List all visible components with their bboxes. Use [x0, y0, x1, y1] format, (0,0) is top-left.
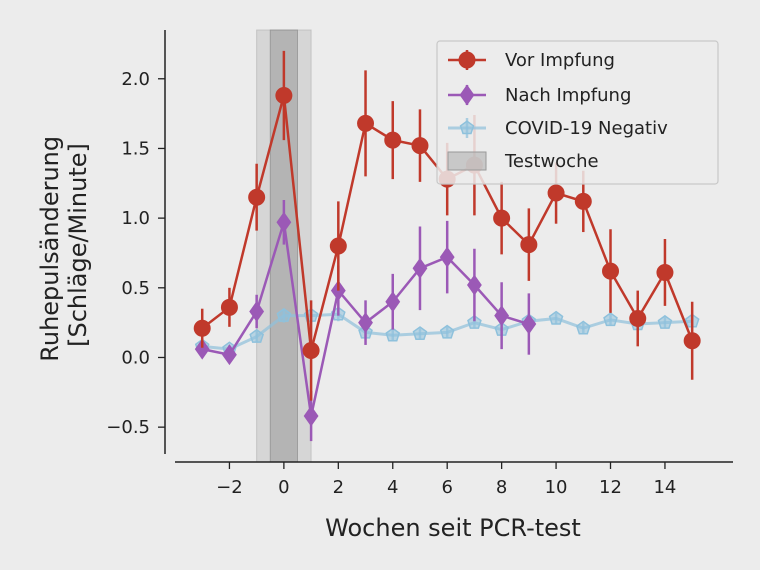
data-point [629, 309, 647, 327]
data-point [494, 305, 510, 327]
data-point [276, 211, 292, 233]
legend-label: COVID-19 Negativ [505, 118, 668, 139]
y-axis-title-line-2: [Schläge/Minute] [64, 143, 92, 347]
axes: −2 0 2 4 6 8 10 12 14 −0.5 0.0 0.5 1.0 1.5 2.0 [106, 30, 733, 498]
data-point [220, 298, 238, 316]
data-point [493, 209, 511, 227]
x-axis-title: Wochen seit PCR-test [325, 514, 581, 542]
data-point [467, 274, 482, 296]
y-axis-title-line-1: Ruhepulsänderung [36, 136, 64, 362]
data-point [439, 324, 455, 339]
data-point [358, 312, 373, 334]
x-tick-label: −2 [216, 477, 243, 498]
data-point [521, 313, 537, 335]
data-point [656, 263, 674, 281]
data-point [330, 280, 346, 302]
x-tick-label: 8 [496, 477, 507, 498]
data-point [248, 188, 266, 206]
legend-marker [459, 120, 475, 135]
data-point [602, 262, 620, 280]
data-point [574, 192, 592, 210]
data-point [683, 332, 701, 350]
data-point [222, 344, 237, 366]
legend-band-swatch [447, 151, 487, 171]
legend-marker [459, 84, 475, 106]
data-point [411, 137, 429, 155]
data-point [385, 327, 401, 342]
y-ticks: −0.5 0.0 0.5 1.0 1.5 2.0 [106, 69, 165, 438]
legend-item-vor-impfung: Vor Impfung [448, 50, 615, 71]
legend: Vor Impfung Nach Impfung COVID-19 Negativ T… [436, 40, 719, 185]
legend-label: Testwoche [504, 151, 599, 172]
data-point [603, 312, 618, 327]
data-point [329, 237, 347, 255]
y-tick-label: 0.0 [121, 347, 150, 368]
data-point [467, 314, 482, 329]
data-point [194, 338, 210, 360]
data-point [249, 328, 265, 343]
data-point [439, 246, 455, 268]
legend-box [436, 40, 719, 185]
legend-label: Vor Impfung [505, 50, 615, 71]
y-tick-label: 1.0 [121, 208, 150, 229]
x-tick-label: 6 [441, 477, 452, 498]
legend-item-covid-19-negativ: COVID-19 Negativ [448, 118, 668, 139]
data-point [193, 319, 211, 337]
data-point [548, 310, 564, 325]
data-point [249, 301, 265, 322]
x-tick-label: 2 [333, 477, 344, 498]
legend-item-testwoche: Testwoche [447, 151, 599, 172]
y-axis-title: Ruhepulsänderung [Schläge/Minute] [36, 128, 92, 361]
data-point [657, 314, 673, 329]
x-tick-label: 0 [278, 477, 289, 498]
legend-items: Vor Impfung Nach Impfung COVID-19 Negativ T… [447, 50, 668, 172]
legend-label: Nach Impfung [505, 85, 631, 106]
x-tick-label: 14 [653, 477, 676, 498]
x-tick-label: 10 [545, 477, 568, 498]
data-point [385, 291, 401, 313]
legend-item-nach-impfung: Nach Impfung [448, 84, 631, 106]
x-tick-label: 12 [599, 477, 622, 498]
y-tick-label: 0.5 [121, 278, 150, 299]
y-tick-label: −0.5 [106, 417, 150, 438]
y-tick-label: 1.5 [121, 138, 150, 159]
data-point [520, 236, 538, 254]
legend-marker [458, 51, 476, 69]
data-point [412, 257, 428, 279]
x-tick-label: 4 [387, 477, 398, 498]
series-layer [193, 50, 701, 442]
data-point [547, 184, 565, 202]
data-point [276, 307, 292, 322]
data-point [575, 320, 591, 335]
x-ticks: −2 0 2 4 6 8 10 12 14 [216, 462, 676, 498]
data-point [357, 114, 375, 132]
data-point [275, 86, 293, 104]
data-point [303, 405, 319, 427]
data-point [412, 326, 428, 341]
data-point [384, 131, 402, 149]
data-point [302, 342, 320, 360]
y-tick-label: 2.0 [121, 69, 150, 90]
